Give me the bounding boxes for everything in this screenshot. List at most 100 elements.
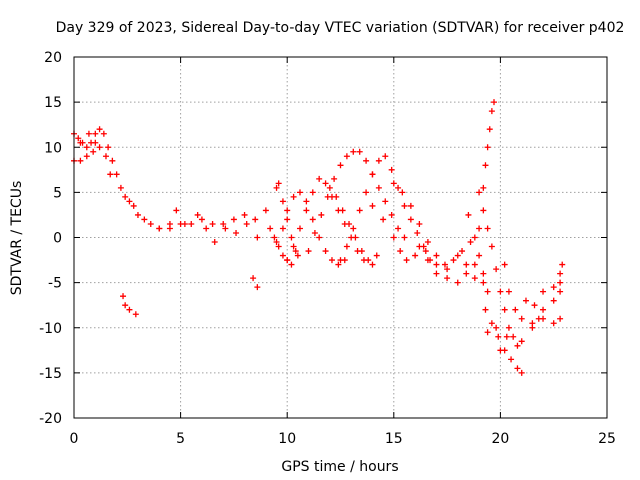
data-point (365, 257, 372, 264)
data-point (309, 189, 316, 196)
data-point (141, 216, 148, 223)
data-point (433, 261, 440, 268)
data-point (395, 184, 402, 191)
data-point (424, 257, 431, 264)
data-point (471, 234, 478, 241)
data-point (454, 279, 461, 286)
data-point (493, 324, 500, 331)
data-point (288, 261, 295, 268)
data-point (395, 225, 402, 232)
data-point (512, 306, 519, 313)
data-point (505, 288, 512, 295)
data-point (220, 220, 227, 227)
data-point (401, 234, 408, 241)
data-point (250, 275, 257, 282)
data-point (557, 270, 564, 277)
data-point (467, 239, 474, 246)
data-point (550, 284, 557, 291)
x-tick-label: 20 (491, 431, 509, 447)
data-point (122, 193, 129, 200)
data-point (209, 220, 216, 227)
y-tick-label: -5 (48, 276, 62, 292)
data-point (96, 144, 103, 151)
data-point (476, 225, 483, 232)
y-tick-label: -10 (39, 321, 62, 337)
data-point (309, 216, 316, 223)
data-point (290, 243, 297, 250)
data-point (444, 275, 451, 282)
data-point (380, 216, 387, 223)
data-point (550, 320, 557, 327)
tick-labels: 0 5 10 15 20 25 -20 -15 -10 -5 0 5 10 15 20 (39, 50, 616, 447)
data-point (407, 202, 414, 209)
data-point (501, 261, 508, 268)
data-point (356, 148, 363, 155)
data-point (497, 347, 504, 354)
data-point (484, 288, 491, 295)
data-point (480, 270, 487, 277)
data-point (198, 216, 205, 223)
data-point (92, 130, 99, 137)
data-point (156, 225, 163, 232)
data-point (337, 162, 344, 169)
data-point (275, 180, 282, 187)
data-point (444, 266, 451, 273)
data-point (390, 180, 397, 187)
data-point (356, 207, 363, 214)
data-point (77, 157, 84, 164)
data-point (85, 130, 92, 137)
data-point (540, 306, 547, 313)
data-point (495, 333, 502, 340)
data-point (337, 257, 344, 264)
data-point (352, 234, 359, 241)
data-point (535, 315, 542, 322)
data-point (90, 148, 97, 155)
data-point (122, 302, 129, 309)
data-point (358, 248, 365, 255)
data-point (503, 333, 510, 340)
data-point (77, 139, 84, 146)
data-point (514, 342, 521, 349)
data-point (480, 207, 487, 214)
data-point (211, 239, 218, 246)
data-point (471, 275, 478, 282)
y-tick-label: 0 (53, 231, 62, 247)
data-point (514, 365, 521, 372)
data-point (254, 284, 261, 291)
data-point (522, 297, 529, 304)
data-point (83, 153, 90, 160)
data-point (476, 252, 483, 259)
data-point (290, 193, 297, 200)
data-point (373, 252, 380, 259)
data-point (510, 333, 517, 340)
data-point (363, 189, 370, 196)
data-point (92, 139, 99, 146)
data-point (267, 225, 274, 232)
data-point (484, 144, 491, 151)
data-point (484, 225, 491, 232)
data-point (279, 225, 286, 232)
data-point (335, 261, 342, 268)
data-point (463, 270, 470, 277)
data-point (433, 270, 440, 277)
data-point (346, 220, 353, 227)
data-point (181, 220, 188, 227)
data-point (284, 216, 291, 223)
data-point (102, 153, 109, 160)
data-point (324, 193, 331, 200)
data-point (407, 216, 414, 223)
data-point (529, 324, 536, 331)
data-point (120, 293, 127, 300)
data-point (117, 184, 124, 191)
data-point (130, 202, 137, 209)
data-point (194, 211, 201, 218)
data-point (243, 220, 250, 227)
data-point (113, 171, 120, 178)
x-tick-label: 25 (598, 431, 616, 447)
data-point (390, 234, 397, 241)
y-tick-label: 15 (44, 95, 62, 111)
data-point (241, 211, 248, 218)
data-point (488, 320, 495, 327)
data-point (222, 225, 229, 232)
